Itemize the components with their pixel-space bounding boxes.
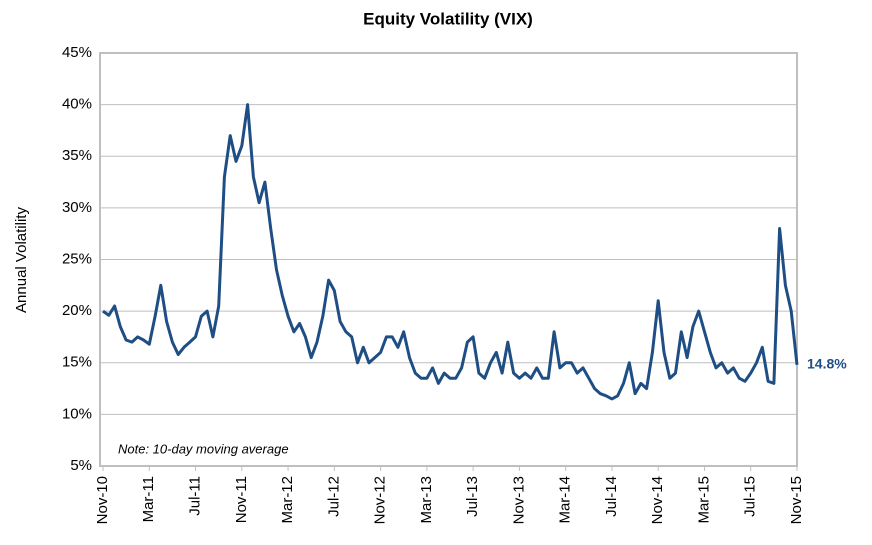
x-tick-label: Jul-12: [325, 476, 342, 517]
x-tick-label: Jul-15: [742, 476, 759, 517]
y-tick-label: 30%: [62, 199, 92, 216]
y-tick-label: 45%: [62, 44, 92, 61]
x-tick-label: Jul-11: [187, 476, 204, 516]
x-tick-label: Nov-14: [649, 476, 666, 524]
y-tick-label: 40%: [62, 96, 92, 113]
x-tick-label: Mar-13: [418, 476, 435, 524]
x-tick-label: Nov-12: [372, 476, 389, 524]
line: [102, 103, 799, 401]
x-tick-label: Nov-13: [510, 476, 527, 524]
y-tick-label: 20%: [62, 302, 92, 319]
y-tick-label: 25%: [62, 250, 92, 267]
y-tick-label: 15%: [62, 354, 92, 371]
x-tick-label: Jul-13: [464, 476, 481, 517]
x-tick-label: Mar-11: [140, 476, 157, 522]
x-tick-label: Nov-15: [788, 476, 805, 524]
y-tick-label: 5%: [70, 457, 92, 474]
y-axis-label: Annual Volatility: [13, 207, 30, 313]
x-tick-label: Nov-10: [94, 476, 111, 524]
x-tick-label: Mar-12: [279, 476, 296, 524]
x-tick-label: Mar-14: [557, 476, 574, 524]
note: Note: 10-day moving average: [118, 441, 289, 456]
y-tick-label: 35%: [62, 147, 92, 164]
x-tick-label: Mar-15: [695, 476, 712, 524]
x-tick-label: Nov-11: [233, 476, 250, 523]
end-label: 14.8%: [807, 356, 847, 372]
y-tick-label: 10%: [62, 405, 92, 422]
x-tick-label: Jul-14: [603, 476, 620, 517]
chart-title: Equity Volatility (VIX): [363, 9, 533, 28]
